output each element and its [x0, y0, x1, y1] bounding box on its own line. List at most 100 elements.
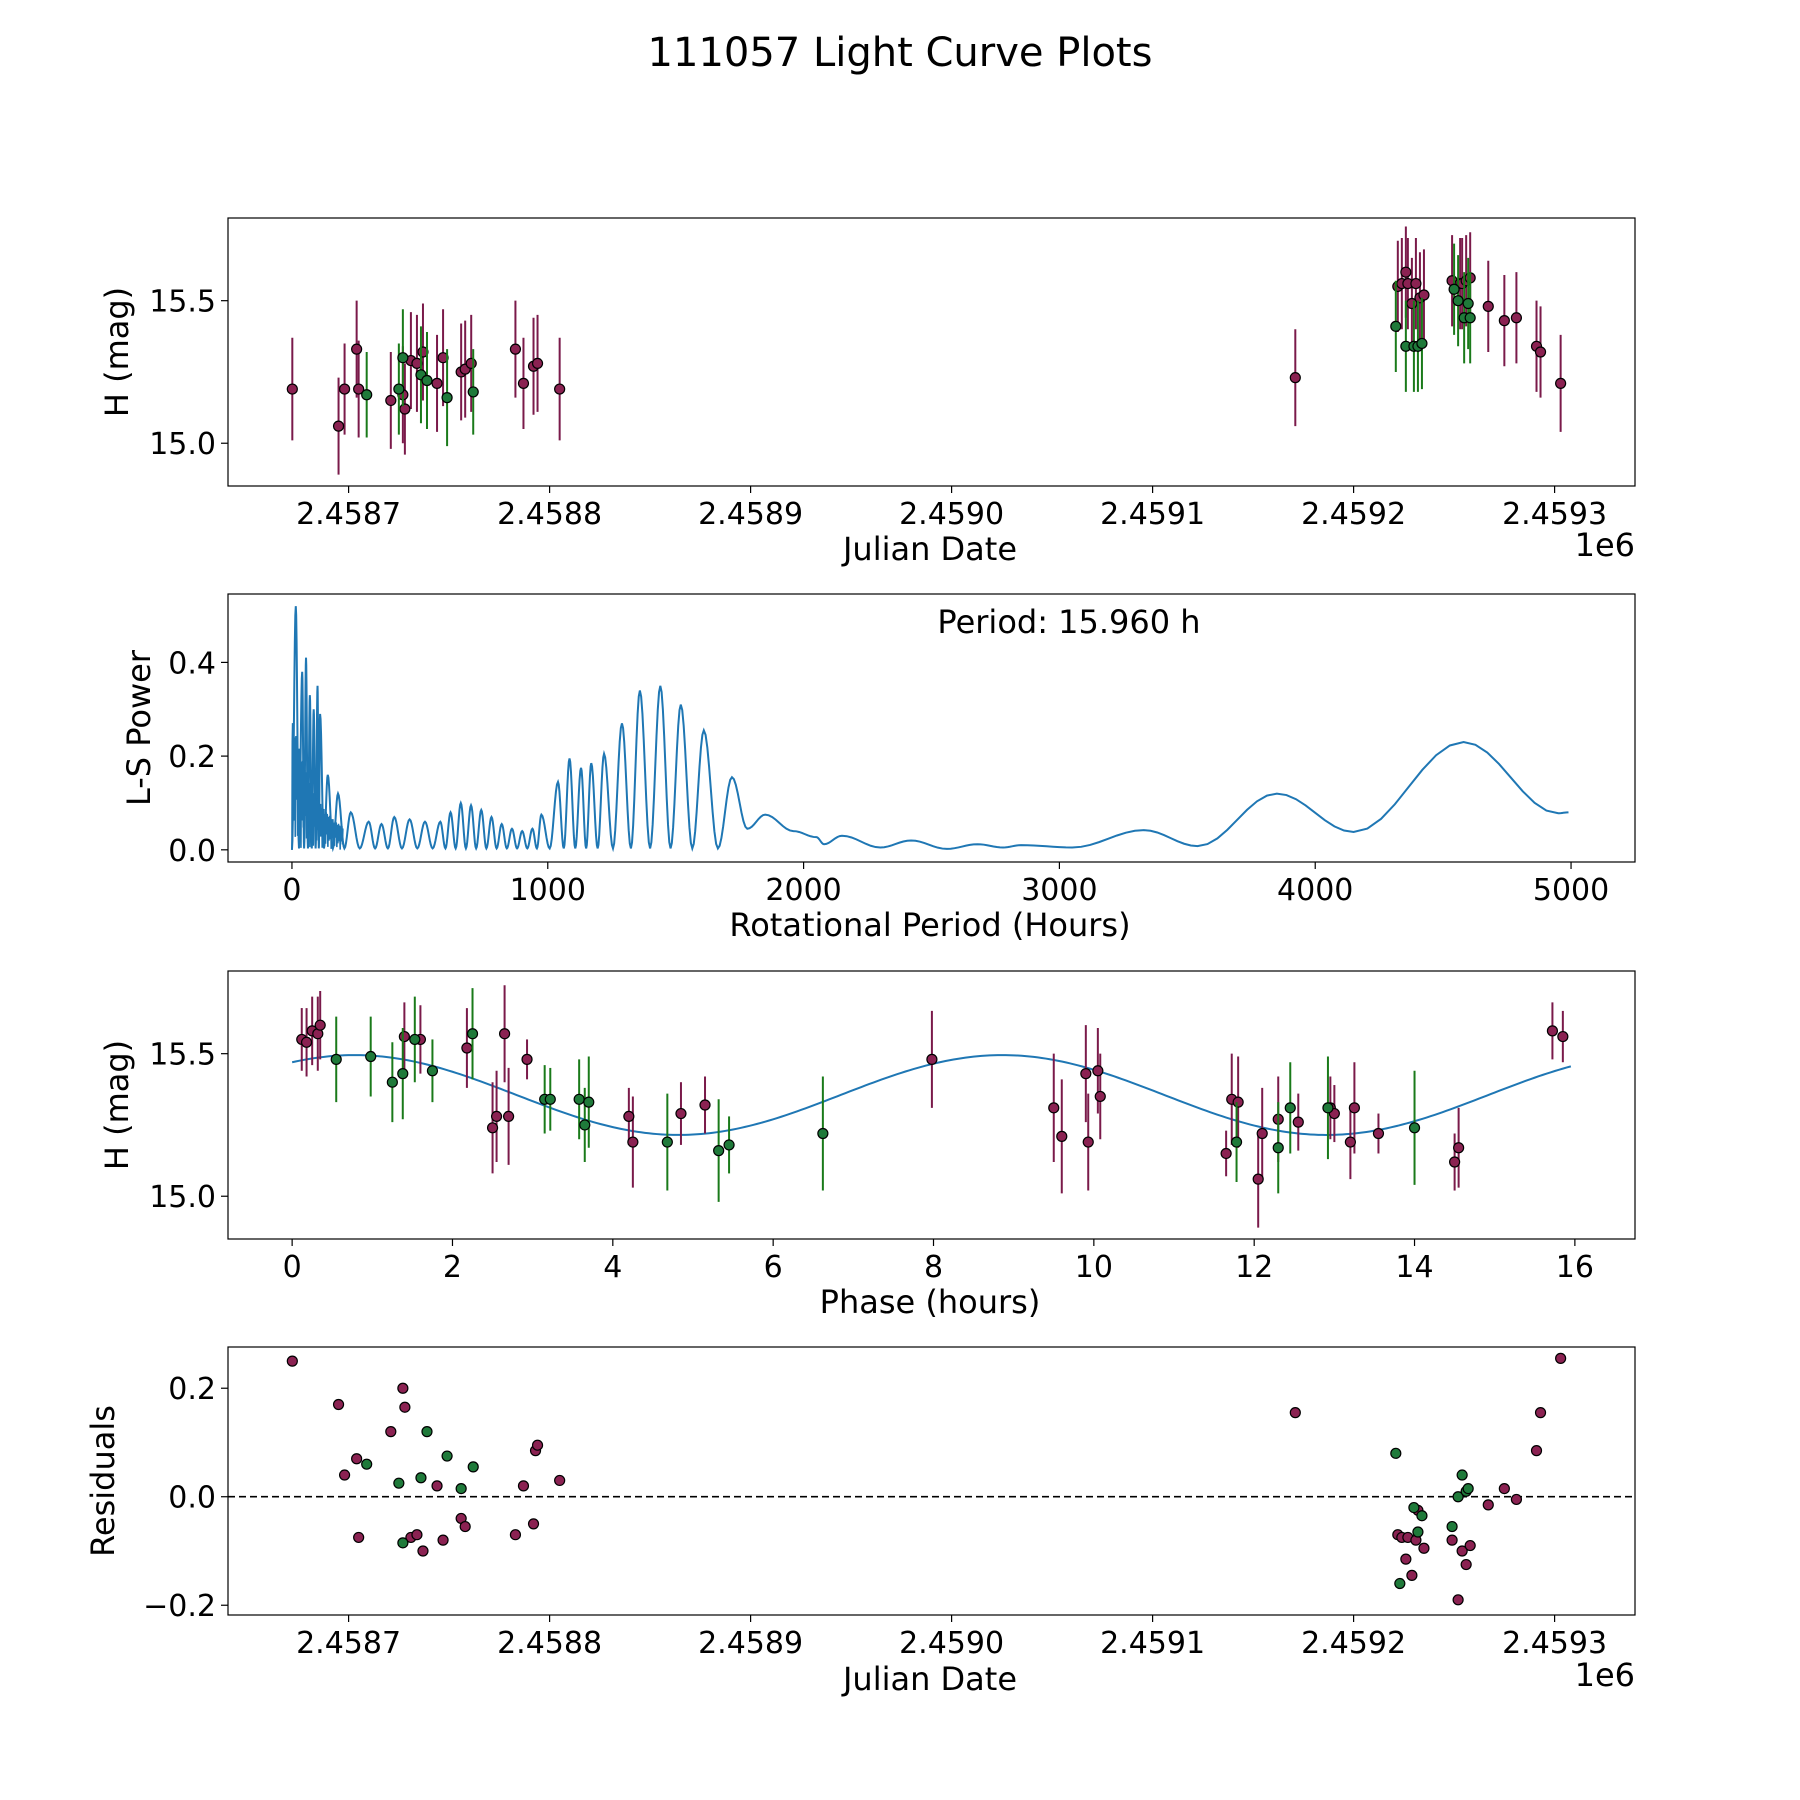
- magenta-data-point: [1456, 1545, 1468, 1557]
- green-data-point: [393, 1477, 405, 1489]
- green-data-point: [1284, 1102, 1296, 1114]
- magenta-data-point: [531, 357, 544, 370]
- magenta-data-point: [1555, 1352, 1567, 1364]
- x-tick-label: 14: [1395, 1250, 1433, 1285]
- residuals-panel: 2.4587 2.4588 2.4589 2.4590 2.4591 2.4592 2.45…: [84, 1346, 1636, 1698]
- green-data-point: [1464, 312, 1476, 324]
- y-tick-label: −0.2: [143, 1589, 216, 1624]
- x-tick-label: 2.4592: [1301, 497, 1406, 532]
- green-data-point: [1416, 1510, 1428, 1522]
- green-data-point: [1452, 295, 1464, 307]
- x-tick-label: 0: [283, 1250, 302, 1285]
- phased-xlabel: Phase (hours): [820, 1283, 1041, 1321]
- magenta-data-point: [1256, 1127, 1268, 1140]
- magenta-data-point: [1289, 1407, 1301, 1419]
- x-tick-label: 2.4588: [497, 1626, 602, 1661]
- x-tick-label: 2.4592: [1301, 1626, 1406, 1661]
- x-tick-label: 2.4590: [899, 497, 1004, 532]
- magenta-data-point: [926, 1053, 938, 1065]
- magenta-data-point: [699, 1099, 711, 1111]
- green-data-point: [1456, 1469, 1468, 1481]
- green-data-point: [393, 383, 405, 395]
- magenta-data-point: [1232, 1096, 1244, 1108]
- y-tick-label: 0.0: [168, 1481, 216, 1516]
- x-tick-label: 2.4593: [1502, 497, 1607, 532]
- green-data-point: [573, 1093, 585, 1105]
- magenta-data-point: [1092, 1065, 1104, 1077]
- periodogram-xlabel: Rotational Period (Hours): [729, 906, 1130, 944]
- phased-ticks: 0 2 4 6 8 10 12 14 16 15.0 15.5: [149, 1038, 1594, 1285]
- periodogram-panel: 0 1000 2000 3000 4000 5000 0.0 0.2 0.4 Period: 1…: [120, 593, 1636, 944]
- magenta-data-point: [399, 1401, 411, 1413]
- magenta-data-point: [1252, 1173, 1264, 1185]
- magenta-data-point: [1453, 1142, 1465, 1154]
- magenta-data-point: [1094, 1090, 1106, 1103]
- green-data-point: [467, 1461, 479, 1473]
- x-tick-label: 2.4590: [899, 1626, 1004, 1661]
- magenta-data-point: [509, 1529, 522, 1541]
- x-tick-label: 2.4589: [698, 497, 803, 532]
- green-data-point: [544, 1093, 556, 1105]
- green-data-point: [579, 1119, 591, 1131]
- y-tick-label: 15.5: [149, 285, 216, 320]
- x-tick-label: 6: [764, 1250, 783, 1285]
- x-tick-label: 2000: [765, 873, 841, 908]
- magenta-data-point: [286, 383, 298, 395]
- magenta-data-point: [1400, 266, 1412, 278]
- magenta-data-point: [332, 1398, 345, 1411]
- green-data-point: [1412, 1526, 1424, 1538]
- magenta-data-point: [1056, 1130, 1068, 1142]
- green-data-point: [397, 1537, 409, 1549]
- magenta-data-point: [385, 394, 397, 407]
- residuals-ylabel: Residuals: [84, 1405, 122, 1557]
- green-data-point: [583, 1096, 595, 1108]
- magenta-data-point: [1344, 1136, 1356, 1148]
- x-tick-label: 2.4587: [296, 497, 401, 532]
- lightcurve-ylabel: H (mag): [98, 287, 136, 417]
- green-data-point: [1462, 1482, 1474, 1495]
- residuals-x-offset: 1e6: [1575, 1656, 1635, 1694]
- periodogram-marks: [290, 606, 1569, 853]
- magenta-data-point: [1482, 300, 1494, 312]
- lightcurve-ticks: 2.4587 2.4588 2.4589 2.4590 2.4591 2.4592 2.45…: [149, 285, 1607, 532]
- x-tick-label: 4000: [1277, 873, 1353, 908]
- green-data-point: [1322, 1102, 1334, 1114]
- y-tick-label: 15.5: [149, 1038, 216, 1073]
- x-tick-label: 2.4588: [497, 497, 602, 532]
- green-data-point: [397, 1068, 409, 1080]
- x-tick-label: 8: [924, 1250, 943, 1285]
- magenta-data-point: [332, 420, 345, 432]
- magenta-data-point: [286, 1355, 298, 1367]
- green-data-point: [817, 1127, 829, 1140]
- magenta-data-point: [1530, 1445, 1543, 1457]
- green-data-point: [365, 1050, 377, 1063]
- magenta-data-point: [459, 1520, 471, 1533]
- x-tick-label: 10: [1075, 1250, 1113, 1285]
- green-data-point: [330, 1053, 342, 1065]
- magenta-data-point: [314, 1019, 326, 1031]
- green-data-point: [661, 1136, 673, 1148]
- x-tick-label: 2.4589: [698, 1626, 803, 1661]
- phased-ylabel: H (mag): [98, 1040, 136, 1170]
- magenta-data-point: [490, 1110, 503, 1123]
- x-tick-label: 2.4593: [1502, 1626, 1607, 1661]
- green-data-point: [386, 1076, 398, 1088]
- green-data-point: [397, 352, 409, 364]
- period-annotation: Period: 15.960 h: [937, 603, 1200, 641]
- lightcurve-marks: [286, 226, 1567, 475]
- green-data-point: [421, 374, 433, 387]
- figure-title: 111057 Light Curve Plots: [648, 30, 1153, 76]
- y-tick-label: 15.0: [149, 1180, 216, 1215]
- magenta-data-point: [397, 1382, 409, 1394]
- residuals-ticks: 2.4587 2.4588 2.4589 2.4590 2.4591 2.4592 2.45…: [143, 1372, 1607, 1661]
- phased-axes-frame: [227, 970, 1636, 1240]
- residuals-axes-frame: [227, 1346, 1636, 1616]
- green-data-point: [1390, 320, 1402, 332]
- magenta-data-point: [1534, 346, 1547, 358]
- green-data-point: [466, 1028, 479, 1040]
- lightcurve-xlabel: Julian Date: [841, 530, 1017, 568]
- magenta-data-point: [1400, 1553, 1412, 1565]
- x-tick-label: 16: [1556, 1250, 1594, 1285]
- magenta-data-point: [353, 1531, 365, 1544]
